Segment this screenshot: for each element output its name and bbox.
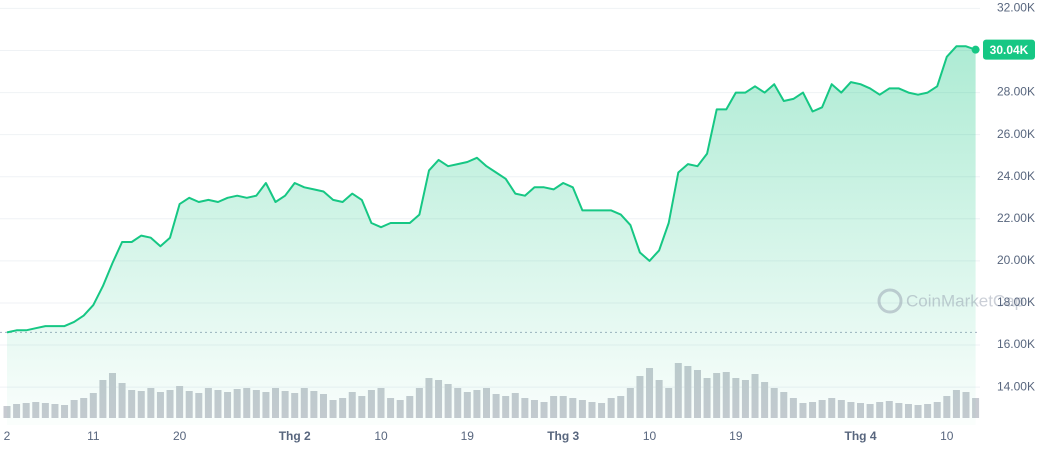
price-line <box>6 45 976 334</box>
y-tick-label: 14.00K <box>997 379 1035 393</box>
y-tick-label: 20.00K <box>997 253 1035 267</box>
watermark: CoinMarketCap <box>877 288 1024 314</box>
x-tick-label: 11 <box>87 429 100 443</box>
x-tick-label: Thg 4 <box>845 429 877 443</box>
plot <box>0 45 980 426</box>
x-tick-label: 10 <box>374 429 388 443</box>
y-tick-label: 28.00K <box>997 85 1035 99</box>
x-tick-label: 19 <box>461 429 475 443</box>
price-area <box>7 46 976 426</box>
x-tick-label: 20 <box>173 429 187 443</box>
watermark-text: CoinMarketCap <box>906 291 1024 310</box>
x-tick-label: Thg 3 <box>547 429 579 443</box>
y-tick-label: 22.00K <box>997 211 1035 225</box>
axes: 14.00K 16.00K 18.00K 20.00K 22.00K 24.00K 26.0… <box>4 1 1035 443</box>
x-tick-label: Thg 2 <box>279 429 311 443</box>
y-tick-label: 16.00K <box>997 337 1035 351</box>
x-tick-label: 10 <box>940 429 954 443</box>
last-point <box>971 45 980 54</box>
x-tick-label: 19 <box>729 429 743 443</box>
x-tick-label: 10 <box>643 429 657 443</box>
y-tick-label: 24.00K <box>997 169 1035 183</box>
x-tick-label: 2 <box>4 429 11 443</box>
y-tick-label: 32.00K <box>997 1 1035 15</box>
watermark-logo <box>877 288 903 314</box>
y-tick-label: 18.00K <box>997 295 1035 309</box>
last-price-label: 30.04K <box>990 43 1029 57</box>
last-price-badge <box>983 39 1035 60</box>
y-tick-label: 26.00K <box>997 127 1035 141</box>
